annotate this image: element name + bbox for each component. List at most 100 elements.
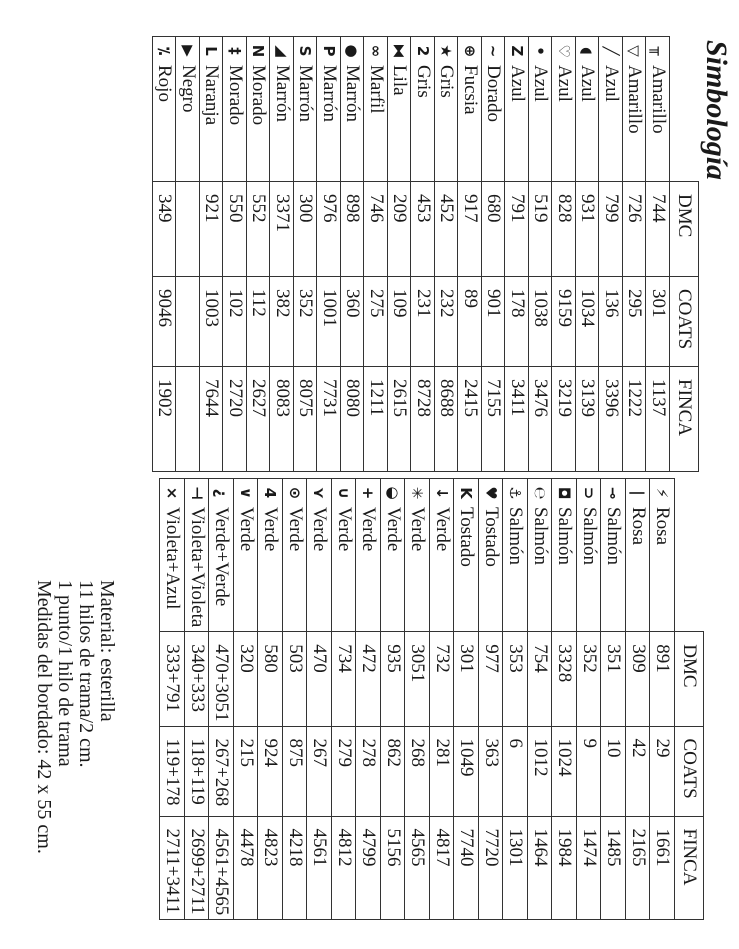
dmc-code: 977	[478, 631, 503, 726]
two-icon: 2	[413, 45, 432, 57]
flag-icon: ◘	[555, 486, 574, 500]
note-material: Material: esterilla	[96, 580, 118, 722]
triangle-down-icon: ▽	[625, 45, 644, 57]
coats-code: 1034	[575, 276, 599, 367]
header-blank	[669, 36, 699, 182]
header-dmc: DMC	[669, 181, 699, 277]
color-name: Azul	[600, 65, 622, 102]
header-finca: FINCA	[674, 816, 704, 920]
finca-code: 4478	[233, 816, 258, 920]
color-cell: ~ Dorado	[481, 36, 505, 182]
color-name: Gris	[436, 65, 458, 98]
table-row: ⊸ Salmón 351 10 1485	[601, 478, 626, 920]
color-name: Marrón	[342, 65, 364, 122]
superset-icon: ⊃	[579, 486, 598, 500]
table-row: ⚡ Rosa 891 29 1661	[650, 478, 675, 920]
finca-code: 2699+2711	[184, 816, 209, 920]
dmc-code: 340+333	[184, 631, 209, 726]
color-name: Salmón	[554, 507, 576, 566]
dmc-code: 453	[411, 181, 435, 277]
table-row: ∨ Verde 320 215 4478	[233, 478, 258, 920]
coats-code: 6	[503, 726, 528, 816]
color-cell: ◢ Marrón	[270, 36, 294, 182]
dmc-code: 580	[258, 631, 283, 726]
finca-code: 3219	[552, 366, 576, 472]
coats-code: 352	[293, 276, 317, 367]
table-row: N Morado 552 112 2627	[246, 36, 270, 472]
coats-code	[176, 276, 200, 367]
finca-code: 4799	[356, 816, 381, 920]
table-row: ⊕ Fucsia 917 89 2415	[458, 36, 482, 472]
dmc-code: 552	[246, 181, 270, 277]
coats-code: 279	[331, 726, 356, 816]
color-name: Salmón	[529, 507, 551, 566]
anchor-icon: ⚓	[506, 486, 525, 500]
color-name: Morado	[248, 65, 270, 126]
finca-code: 7740	[454, 816, 479, 920]
color-cell: ◘ Salmón	[552, 478, 577, 632]
color-cell: N Morado	[246, 36, 270, 182]
color-name: Violeta+Violeta	[186, 507, 208, 628]
color-name: Amarillo	[624, 65, 646, 134]
coats-code: 301	[646, 276, 670, 367]
lightning-icon: ⚡	[653, 487, 672, 499]
color-name: Azul	[530, 65, 552, 102]
dmc-code: 353	[503, 631, 528, 726]
color-name: Verde	[284, 507, 306, 552]
color-cell: K Tostado	[454, 478, 479, 632]
color-cell: • Azul	[528, 36, 552, 182]
finca-code: 1984	[552, 816, 577, 920]
color-name: Verde	[358, 507, 380, 552]
color-cell: ◒ Verde	[380, 478, 405, 632]
dmc-code: 921	[199, 181, 223, 277]
dmc-code: 309	[625, 631, 650, 726]
dmc-code: 472	[356, 631, 381, 726]
color-cell: S Marrón	[293, 36, 317, 182]
dmc-code: 680	[481, 181, 505, 277]
finca-code: 1474	[576, 816, 601, 920]
color-name: Salmón	[578, 507, 600, 566]
finca-code: 7720	[478, 816, 503, 920]
finca-code: 2720	[223, 366, 247, 472]
finca-code: 2415	[458, 366, 482, 472]
coats-code: 119+178	[160, 726, 185, 816]
header-coats: COATS	[674, 726, 704, 816]
heart-icon: ♥	[481, 486, 500, 500]
coats-code: 215	[233, 726, 258, 816]
l-icon: L	[202, 46, 221, 56]
thread-table-left: DMC COATS FINCA ╥Amarillo 744 301 1137 ▽Amar…	[152, 36, 699, 472]
dmc-code: 754	[527, 631, 552, 726]
color-name: Verde	[407, 507, 429, 552]
color-name: Marrón	[318, 65, 340, 122]
color-name: Verde	[260, 507, 282, 552]
color-cell: + Verde	[356, 478, 381, 632]
header-coats: COATS	[669, 276, 699, 367]
finca-code: 1485	[601, 816, 626, 920]
dmc-code: 3051	[405, 631, 430, 726]
table-row: ╱ Azul 799 136 3396	[599, 36, 623, 472]
coats-code: 112	[246, 276, 270, 367]
dmc-code: 519	[528, 181, 552, 277]
finca-code: 1661	[650, 816, 675, 920]
color-name: Marrón	[271, 65, 293, 122]
finca-code: 3396	[599, 366, 623, 472]
dmc-code: 351	[601, 631, 626, 726]
dmc-code: 209	[387, 181, 411, 277]
finca-code: 7731	[317, 366, 341, 472]
finca-code: 1211	[364, 366, 388, 472]
coats-code: 1024	[552, 726, 577, 816]
color-name: Verde+Verde	[211, 507, 233, 607]
bar-icon: |	[628, 490, 647, 496]
s-icon: S	[296, 45, 315, 57]
coats-code: 875	[282, 726, 307, 816]
table-row: ◖ Azul 931 1034 3139	[575, 36, 599, 472]
dmc-code: 891	[650, 631, 675, 726]
crosshair-icon: ⊕	[460, 44, 479, 58]
dmc-code: 791	[505, 181, 529, 277]
finca-code: 4565	[405, 816, 430, 920]
coats-code: 178	[505, 276, 529, 367]
dmc-code: 3371	[270, 181, 294, 277]
finca-code: 7155	[481, 366, 505, 472]
table-row: ♡ Azul 828 9159 3219	[552, 36, 576, 472]
dmc-code: 726	[622, 181, 646, 277]
